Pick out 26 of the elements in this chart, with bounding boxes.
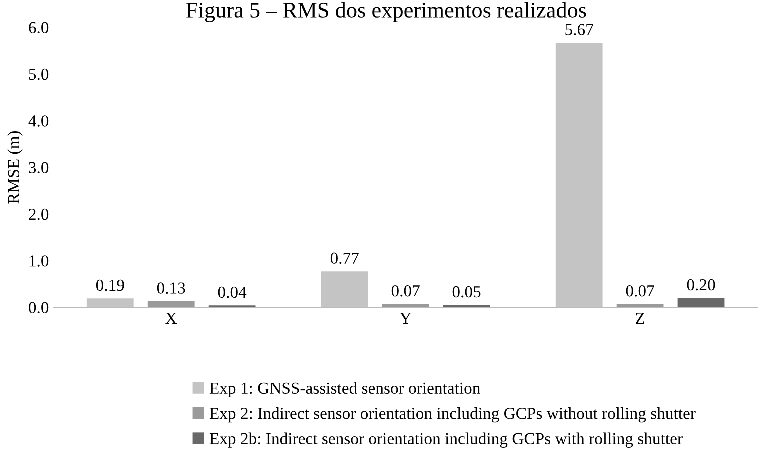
text: 0.20 [687,279,716,291]
text: 5.67 [566,24,594,36]
text: 0.04 [218,286,247,298]
y-tick-label: 2.0 [29,208,49,220]
y-tick-label: 1.0 [30,256,49,267]
y-tick-label: 6.0 [29,22,49,34]
text: 0.07 [626,285,654,297]
text: 0.05 [452,286,481,298]
x-tick-label: Y [400,313,412,324]
y-tick-label: 4.0 [28,116,49,127]
y-tick-label: 3.0 [29,162,49,174]
y-tick-label: 5.0 [29,68,49,80]
text: 0.07 [392,285,420,297]
y-axis-title: RMSE (m) [8,131,23,204]
text: 0.77 [330,252,359,264]
legend-label: Exp 1: GNSS-assisted sensor orientation [210,382,480,398]
text: 0.13 [157,282,186,294]
y-tick-label: 0.0 [29,302,49,314]
bar [148,301,195,308]
legend-label: Exp 2: Indirect sensor orientation including GCPs without rolling shutter [210,408,696,423]
x-tick-label: X [166,313,178,324]
bar [678,298,725,308]
text: 0.19 [96,280,124,292]
x-tick-label: Z [636,313,644,324]
legend-label: Exp 2b: Indirect sensor orientation including GCPs with rolling shutter [210,432,683,448]
chart-title: Figura 5 – RMS dos experimentos realizados [186,2,586,23]
